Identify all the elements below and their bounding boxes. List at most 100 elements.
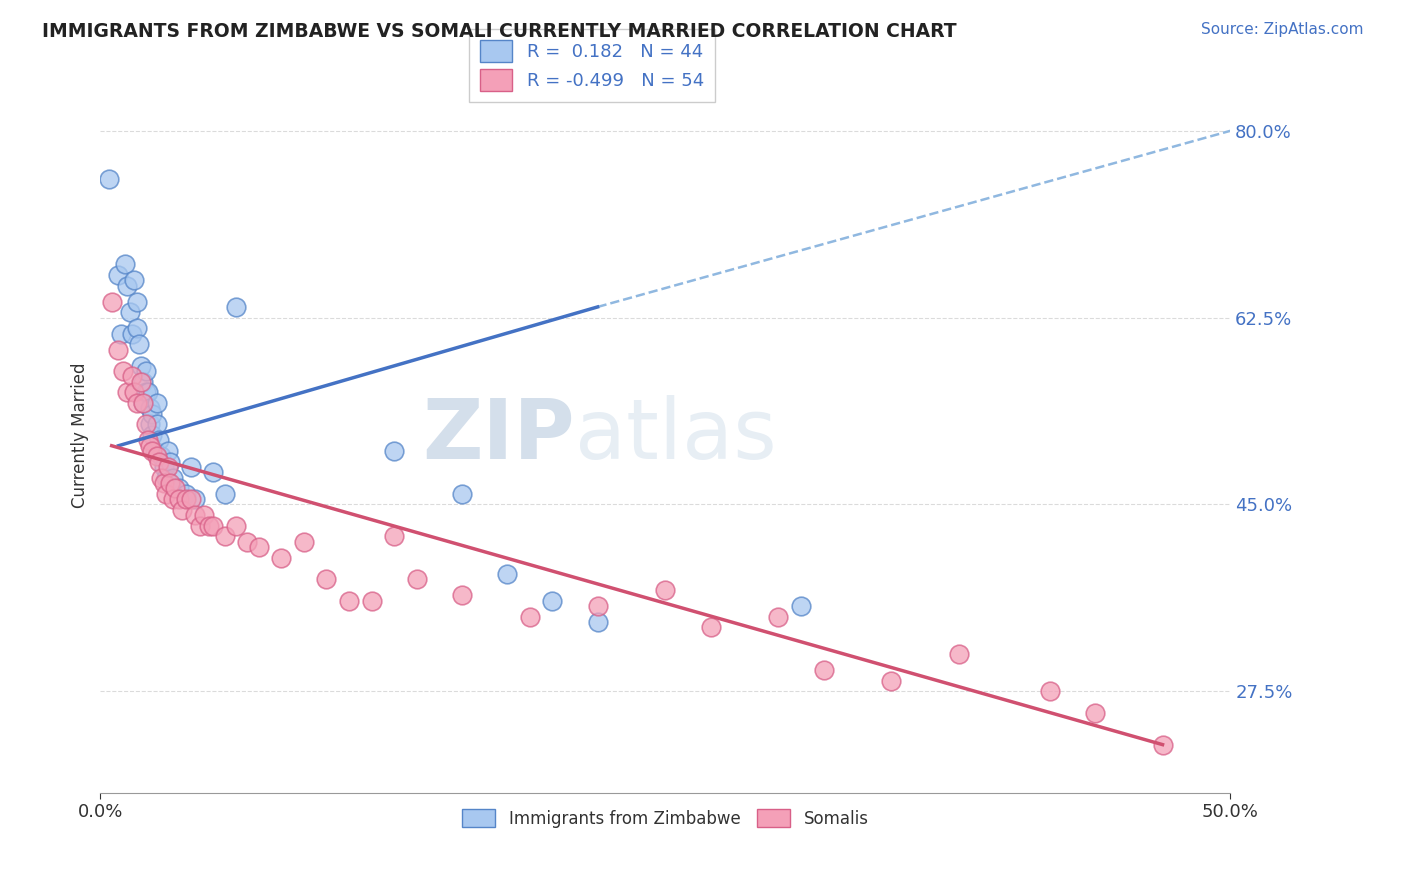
Point (184, 492, 207, 507)
Point (150, 471, 173, 485)
Point (152, 476, 174, 491)
Point (813, 663, 835, 677)
Point (136, 434, 159, 448)
Point (110, 326, 132, 341)
Point (170, 502, 193, 516)
Point (135, 385, 157, 400)
Point (790, 599, 813, 613)
Point (100, 294, 122, 309)
Point (139, 417, 162, 432)
Point (225, 300, 247, 314)
Point (202, 466, 225, 480)
Point (247, 540, 270, 554)
Text: ZIP: ZIP (422, 394, 575, 475)
Point (180, 460, 202, 475)
Point (270, 550, 292, 565)
Text: atlas: atlas (575, 394, 776, 475)
Point (214, 529, 236, 543)
Point (129, 359, 152, 373)
Point (1152, 738, 1174, 752)
Point (586, 599, 609, 613)
Point (122, 385, 145, 400)
Point (236, 534, 259, 549)
Point (117, 385, 139, 400)
Point (405, 572, 427, 586)
Point (496, 566, 519, 581)
Point (159, 476, 181, 491)
Point (132, 396, 155, 410)
Point (225, 518, 247, 533)
Point (148, 434, 170, 448)
Point (337, 593, 360, 607)
Point (125, 294, 148, 309)
Point (157, 460, 180, 475)
Point (198, 518, 221, 533)
Point (654, 582, 676, 597)
Point (315, 572, 337, 586)
Point (162, 471, 184, 485)
Point (118, 305, 141, 319)
Point (114, 257, 136, 271)
Point (139, 401, 162, 416)
Point (132, 396, 155, 410)
Point (155, 487, 177, 501)
Point (948, 647, 970, 661)
Point (292, 534, 315, 549)
Point (768, 609, 790, 624)
Point (132, 375, 155, 389)
Point (136, 385, 159, 400)
Point (880, 673, 903, 688)
Point (129, 375, 152, 389)
Point (121, 369, 143, 384)
Point (174, 492, 197, 507)
Point (360, 593, 382, 607)
Point (111, 364, 134, 378)
Point (451, 487, 474, 501)
Point (146, 417, 169, 432)
Point (141, 444, 163, 458)
Point (382, 444, 405, 458)
Point (135, 364, 157, 378)
Point (519, 609, 541, 624)
Point (202, 518, 225, 533)
Point (1084, 706, 1107, 720)
Point (184, 508, 207, 522)
Legend: Immigrants from Zimbabwe, Somalis: Immigrants from Zimbabwe, Somalis (456, 803, 876, 834)
Text: IMMIGRANTS FROM ZIMBABWE VS SOMALI CURRENTLY MARRIED CORRELATION CHART: IMMIGRANTS FROM ZIMBABWE VS SOMALI CURRE… (42, 22, 957, 41)
Point (451, 588, 474, 602)
Point (169, 492, 191, 507)
Point (107, 268, 129, 282)
Point (699, 620, 721, 634)
Point (1038, 684, 1060, 698)
Point (541, 593, 564, 607)
Point (174, 487, 197, 501)
Point (146, 396, 169, 410)
Point (180, 492, 202, 507)
Point (146, 450, 169, 464)
Point (141, 428, 163, 442)
Point (117, 278, 139, 293)
Point (163, 482, 186, 496)
Text: Source: ZipAtlas.com: Source: ZipAtlas.com (1201, 22, 1364, 37)
Point (586, 615, 609, 629)
Point (143, 444, 166, 458)
Point (214, 487, 236, 501)
Point (148, 455, 170, 469)
Point (188, 518, 211, 533)
Point (162, 492, 184, 507)
Point (382, 529, 405, 543)
Point (107, 343, 129, 357)
Point (128, 337, 150, 351)
Point (141, 407, 163, 421)
Point (169, 482, 191, 496)
Point (150, 450, 173, 464)
Point (193, 508, 215, 522)
Point (125, 396, 148, 410)
Point (122, 273, 145, 287)
Point (98, 172, 121, 186)
Point (139, 439, 162, 453)
Y-axis label: Currently Married: Currently Married (72, 362, 89, 508)
Point (157, 444, 180, 458)
Point (125, 321, 148, 335)
Point (121, 326, 143, 341)
